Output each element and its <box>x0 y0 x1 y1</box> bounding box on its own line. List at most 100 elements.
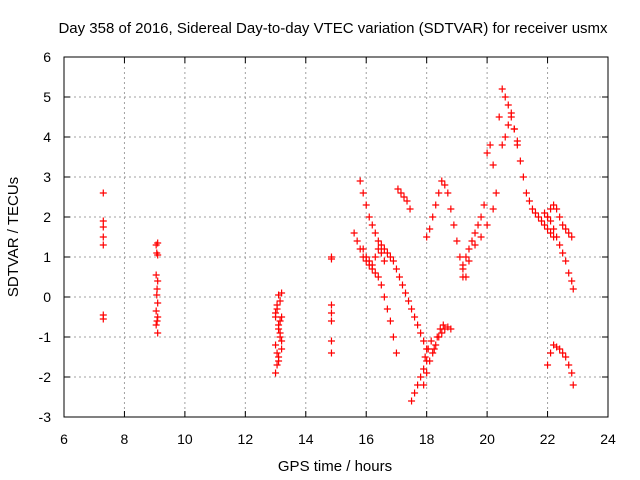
data-point <box>394 185 402 193</box>
data-point <box>371 269 379 277</box>
data-point <box>154 329 162 337</box>
data-point <box>525 197 533 205</box>
data-point <box>553 205 561 213</box>
data-point <box>483 221 491 229</box>
data-point <box>397 189 405 197</box>
data-point <box>411 313 419 321</box>
data-point <box>420 365 428 373</box>
data-point <box>153 317 161 325</box>
data-point <box>154 299 162 307</box>
data-point <box>420 337 428 345</box>
data-point <box>531 209 539 217</box>
data-point <box>441 181 449 189</box>
plot-frame <box>63 56 609 418</box>
data-point <box>386 253 394 261</box>
data-point <box>432 341 440 349</box>
data-point <box>272 369 280 377</box>
data-point <box>550 225 558 233</box>
data-point <box>547 217 555 225</box>
data-point <box>152 307 160 315</box>
data-point <box>541 209 549 217</box>
data-point <box>436 325 444 333</box>
data-point <box>465 245 473 253</box>
data-point <box>432 201 440 209</box>
data-point <box>362 201 370 209</box>
x-tick-label: 10 <box>177 431 193 447</box>
data-point <box>327 255 335 263</box>
data-point <box>278 345 286 353</box>
data-point <box>383 305 391 313</box>
data-point <box>272 309 280 317</box>
data-point <box>513 137 521 145</box>
data-point <box>456 253 464 261</box>
y-tick-label: 3 <box>43 169 51 185</box>
data-point <box>489 205 497 213</box>
data-point <box>565 361 573 369</box>
data-point <box>522 189 530 197</box>
data-point <box>368 221 376 229</box>
data-point <box>501 133 509 141</box>
data-point <box>507 109 515 117</box>
data-point <box>380 245 388 253</box>
data-point <box>565 269 573 277</box>
x-tick-label: 22 <box>540 431 556 447</box>
data-point <box>447 325 455 333</box>
data-point <box>450 221 458 229</box>
x-tick-label: 20 <box>479 431 495 447</box>
x-tick-label: 18 <box>419 431 435 447</box>
data-point <box>504 121 512 129</box>
data-point <box>374 245 382 253</box>
data-point <box>406 205 414 213</box>
data-point <box>559 221 567 229</box>
data-point <box>429 349 437 357</box>
data-point <box>480 201 488 209</box>
data-point <box>152 271 160 279</box>
data-point <box>99 315 107 323</box>
data-point <box>430 345 438 353</box>
data-point <box>426 357 434 365</box>
x-tick-label: 24 <box>600 431 616 447</box>
data-point <box>374 273 382 281</box>
data-point <box>414 321 422 329</box>
data-point <box>544 213 552 221</box>
x-tick-label: 6 <box>60 431 68 447</box>
data-point <box>477 233 485 241</box>
data-point <box>516 157 524 165</box>
data-point <box>538 217 546 225</box>
data-point <box>99 241 107 249</box>
data-point <box>408 397 416 405</box>
data-point <box>439 321 447 329</box>
data-point <box>421 353 429 361</box>
data-point <box>423 369 431 377</box>
data-point <box>433 333 441 341</box>
data-point <box>568 277 576 285</box>
x-tick-label: 16 <box>358 431 374 447</box>
data-point <box>99 189 107 197</box>
data-point <box>327 317 335 325</box>
data-point <box>383 249 391 257</box>
data-point <box>362 253 370 261</box>
data-point <box>534 213 542 221</box>
y-tick-label: 2 <box>43 209 51 225</box>
data-point <box>153 291 161 299</box>
data-point <box>528 205 536 213</box>
data-point <box>550 201 558 209</box>
data-point <box>435 189 443 197</box>
data-point <box>468 237 476 245</box>
data-point <box>553 233 561 241</box>
data-point <box>273 349 281 357</box>
y-axis-label: SDTVAR / TECUs <box>5 177 22 297</box>
data-point <box>99 223 107 231</box>
data-point <box>278 337 286 345</box>
y-tick-label: 1 <box>43 249 51 265</box>
data-point <box>568 369 576 377</box>
data-point <box>459 273 467 281</box>
grid-lines <box>64 57 608 417</box>
data-point <box>474 221 482 229</box>
data-point <box>498 85 506 93</box>
data-point <box>327 337 335 345</box>
data-point <box>402 289 410 297</box>
data-point <box>327 349 335 357</box>
data-point <box>414 381 422 389</box>
